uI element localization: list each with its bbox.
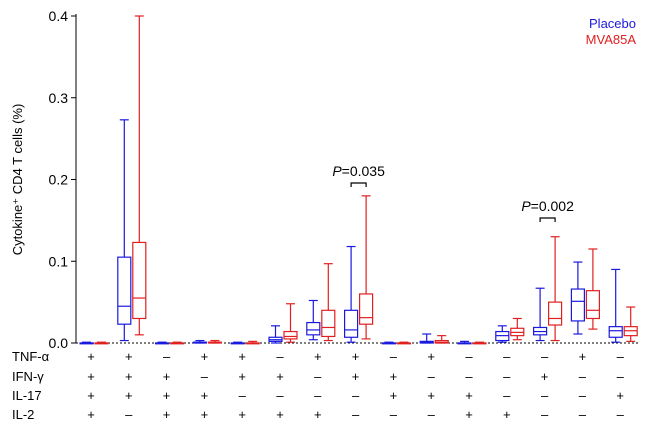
sign-cell: + (314, 407, 322, 422)
sign-cell: – (201, 369, 209, 384)
sign-cell: – (352, 407, 360, 422)
mva85a-1-box (132, 241, 147, 320)
sign-cell: + (238, 369, 246, 384)
y-tick-label: 0.1 (49, 253, 69, 269)
sign-cell: – (503, 388, 511, 403)
sign-cell: + (163, 369, 171, 384)
placebo-1-box (117, 256, 132, 325)
legend: Placebo MVA85A (586, 16, 636, 48)
sign-cell: + (427, 349, 435, 364)
placebo-14-box (608, 326, 623, 338)
sign-cell: + (163, 407, 171, 422)
sign-cell: – (541, 349, 549, 364)
sign-cell: + (87, 407, 95, 422)
sign-cell: – (579, 407, 587, 422)
mva85a-13-box (585, 290, 601, 320)
sign-cell: – (503, 369, 511, 384)
sign-cell: – (617, 349, 625, 364)
sign-cell: – (428, 407, 436, 422)
y-tick-label: 0.0 (49, 335, 69, 351)
sign-cell: + (201, 388, 209, 403)
sign-cell: + (465, 388, 473, 403)
sign-cell: + (125, 369, 133, 384)
y-tick-label: 0.2 (49, 172, 69, 188)
pvalue-label: P=0.002 (521, 198, 574, 214)
sign-cell: + (87, 349, 95, 364)
sign-cell: + (390, 369, 398, 384)
sign-cell: – (465, 349, 473, 364)
sign-cell: + (238, 349, 246, 364)
sign-cell: – (276, 388, 284, 403)
sign-cell: – (314, 369, 322, 384)
row-label: IL-2 (12, 407, 34, 422)
sign-cell: + (238, 407, 246, 422)
sign-cell: + (276, 369, 284, 384)
sign-cell: – (276, 349, 284, 364)
mva85a-6-box (321, 309, 336, 338)
sign-cell: + (427, 388, 435, 403)
placebo-13-box (570, 288, 586, 322)
sign-cell: + (503, 407, 511, 422)
pvalue-bracket (539, 217, 556, 222)
sign-cell: – (125, 407, 133, 422)
y-axis-title: Cytokine⁺ CD4 T cells (%) (10, 104, 25, 256)
legend-entry-placebo: Placebo (589, 16, 636, 31)
row-label: TNF-α (12, 349, 50, 364)
sign-cell: – (428, 369, 436, 384)
y-tick-label: 0.4 (49, 8, 69, 24)
mva85a-5-box (283, 330, 298, 340)
sign-cell: – (617, 407, 625, 422)
sign-cell: + (314, 349, 322, 364)
pvalue-bracket (350, 182, 367, 187)
sign-cell: – (579, 388, 587, 403)
row-label: IFN-γ (12, 369, 44, 384)
sign-cell: + (579, 349, 587, 364)
placebo-7-box (344, 309, 359, 338)
sign-cell: + (125, 388, 133, 403)
legend-entry-mva85a: MVA85A (585, 32, 636, 47)
sign-cell: + (390, 388, 398, 403)
sign-cell: – (503, 349, 511, 364)
row-label: IL-17 (12, 388, 42, 403)
sign-cell: + (163, 388, 171, 403)
sign-cell: – (541, 407, 549, 422)
sign-cell: + (276, 407, 284, 422)
sign-cell: – (352, 388, 360, 403)
sign-cell: + (201, 407, 209, 422)
placebo-6-box (306, 321, 321, 336)
y-tick-label: 0.3 (49, 90, 69, 106)
sign-cell: – (541, 388, 549, 403)
sign-cell: + (465, 407, 473, 422)
sign-cell: – (617, 369, 625, 384)
sign-cell: – (390, 407, 398, 422)
sign-cell: – (163, 349, 171, 364)
mva85a-7-box (359, 293, 374, 325)
sign-cell: + (541, 369, 549, 384)
sign-cell: + (87, 388, 95, 403)
mva85a-12-box (547, 301, 563, 326)
sign-cell: + (87, 369, 95, 384)
sign-cell: + (616, 388, 624, 403)
sign-cell: – (314, 388, 322, 403)
sign-cell: + (352, 369, 360, 384)
sign-cell: + (352, 349, 360, 364)
sign-cell: – (390, 349, 398, 364)
pvalue-label: P=0.035 (332, 163, 385, 179)
sign-cell: – (465, 369, 473, 384)
sign-cell: – (579, 369, 587, 384)
sign-cell: + (201, 349, 209, 364)
sign-cell: + (125, 349, 133, 364)
sign-cell: – (239, 388, 247, 403)
